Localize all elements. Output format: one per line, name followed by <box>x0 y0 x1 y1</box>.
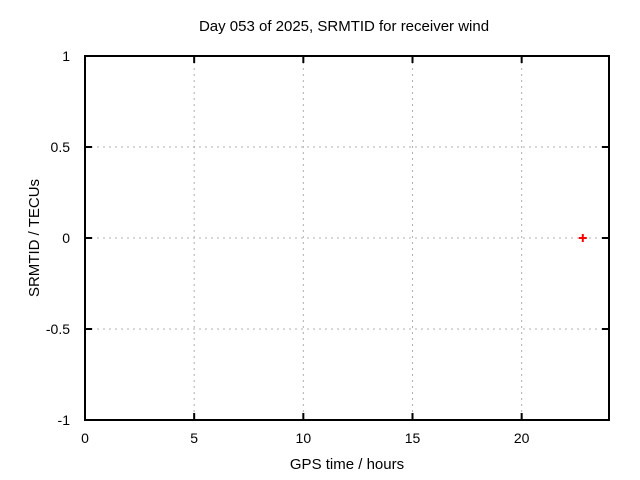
y-tick-label: 0.5 <box>51 139 71 155</box>
y-tick-label: -0.5 <box>46 321 70 337</box>
y-tick-label: 1 <box>62 48 70 64</box>
x-tick-label: 20 <box>514 430 530 446</box>
x-tick-label: 5 <box>190 430 198 446</box>
grid-layer <box>85 56 609 420</box>
axis-layer: 0 5 10 15 20 -1 -0.5 0 0.5 1 <box>46 48 610 446</box>
marker-layer <box>578 234 587 242</box>
chart-title: Day 053 of 2025, SRMTID for receiver win… <box>199 18 489 35</box>
x-tick-label: 10 <box>296 430 312 446</box>
y-tick-label: -1 <box>58 412 71 428</box>
x-tick-label: 15 <box>405 430 421 446</box>
y-tick-label: 0 <box>62 230 70 246</box>
x-axis-label: GPS time / hours <box>290 456 404 473</box>
y-axis-label: SRMTID / TECUs <box>26 179 43 297</box>
x-tick-label: 0 <box>81 430 89 446</box>
